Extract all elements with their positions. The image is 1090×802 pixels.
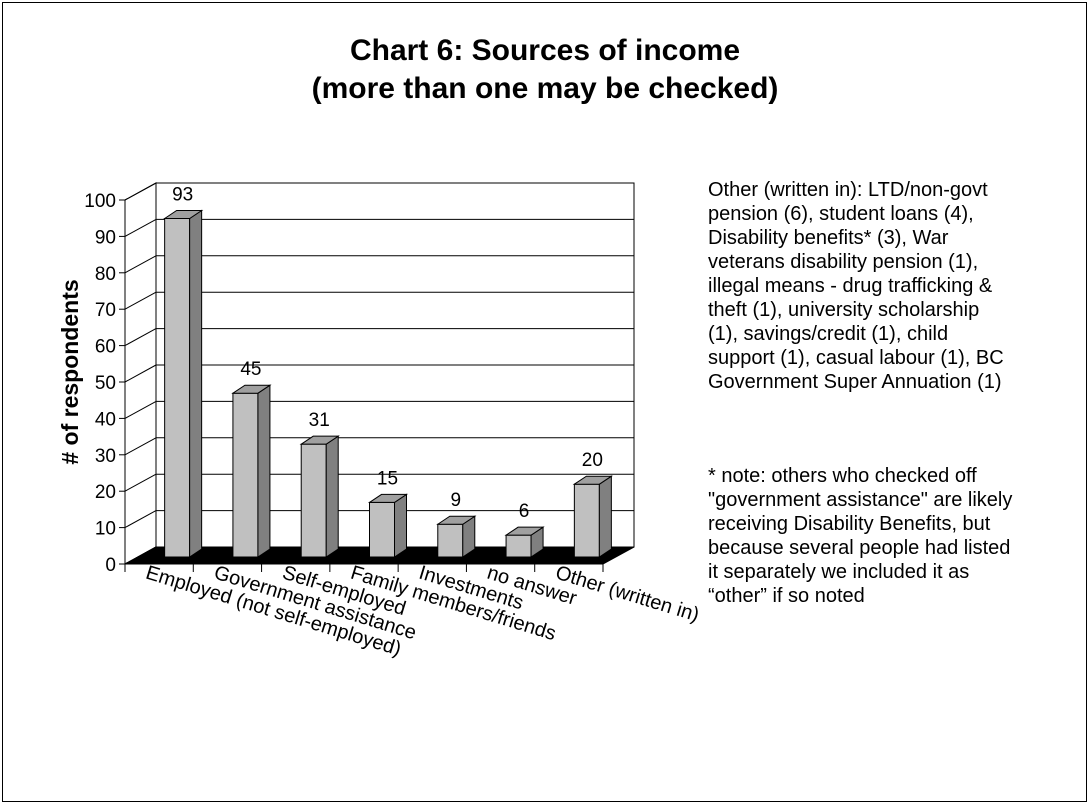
bar-top [436, 515, 477, 525]
y-tick-label: 20 [95, 482, 116, 503]
y-tick-label: 40 [95, 409, 116, 430]
y-tick-label: 10 [95, 519, 116, 540]
data-label: 6 [519, 501, 530, 522]
y-tick-label: 0 [105, 555, 116, 576]
bar-top [504, 526, 545, 536]
bar-3 [299, 435, 340, 558]
gridline-side [124, 328, 157, 347]
bar-6 [504, 526, 545, 558]
gridline-side [124, 255, 157, 274]
other-written-in-note: Other (written in): LTD/non-govt pension… [708, 179, 1004, 393]
bar-side [598, 475, 612, 558]
chart-title: Chart 6: Sources of income [349, 34, 741, 67]
gridline-side [124, 218, 157, 237]
gridline-side [124, 182, 157, 201]
data-label: 20 [582, 450, 603, 471]
bar-top [299, 435, 340, 445]
bar-side [257, 384, 271, 558]
x-axis-labels: Employed (not self-employed)Government a… [143, 562, 702, 661]
bar-5 [436, 515, 477, 558]
bar-top [162, 209, 204, 219]
gridline-side [124, 364, 157, 383]
y-tick-label: 90 [95, 227, 116, 248]
y-tick-label: 60 [95, 337, 116, 358]
bar-front [437, 523, 464, 558]
gridline-side [124, 546, 157, 565]
bar-4 [367, 493, 409, 558]
data-label: 15 [377, 468, 398, 489]
y-tick-label: 100 [84, 191, 116, 212]
gridline-side [124, 437, 157, 456]
data-label: 9 [450, 490, 461, 511]
bar-side [394, 493, 407, 558]
gridline-side [124, 400, 157, 419]
y-tick-label: 70 [95, 300, 116, 321]
chart-subtitle: (more than one may be checked) [311, 72, 779, 105]
gridline-side [124, 510, 157, 529]
bar-front [505, 534, 532, 558]
bar-top [572, 475, 614, 485]
gridline-side [124, 473, 157, 492]
bar-1 [162, 209, 204, 558]
gridline-side [124, 291, 157, 310]
bar-front [369, 501, 395, 558]
data-label: 45 [240, 359, 261, 380]
bar-2 [231, 384, 272, 558]
bar-top [231, 384, 272, 394]
y-tick-label: 80 [95, 264, 116, 285]
data-label: 93 [172, 184, 193, 205]
y-axis: 0 10 20 30 40 50 60 70 80 90 100 [84, 191, 604, 576]
y-axis-label: # of respondents [57, 279, 83, 464]
bar-front [573, 483, 600, 558]
data-label: 31 [309, 410, 330, 431]
bar-front [232, 392, 259, 558]
bar-front [164, 217, 191, 558]
bar-top [367, 493, 409, 503]
bar-front [300, 443, 327, 558]
bar-7 [572, 475, 614, 558]
data-labels: 93 45 31 15 9 6 20 [172, 184, 603, 522]
y-tick-label: 30 [95, 446, 116, 467]
bars [162, 209, 614, 558]
footnote: * note: others who checked off "governme… [708, 465, 1013, 607]
y-tick-label: 50 [95, 373, 116, 394]
bar-side [325, 435, 339, 558]
bar-side [189, 209, 203, 558]
